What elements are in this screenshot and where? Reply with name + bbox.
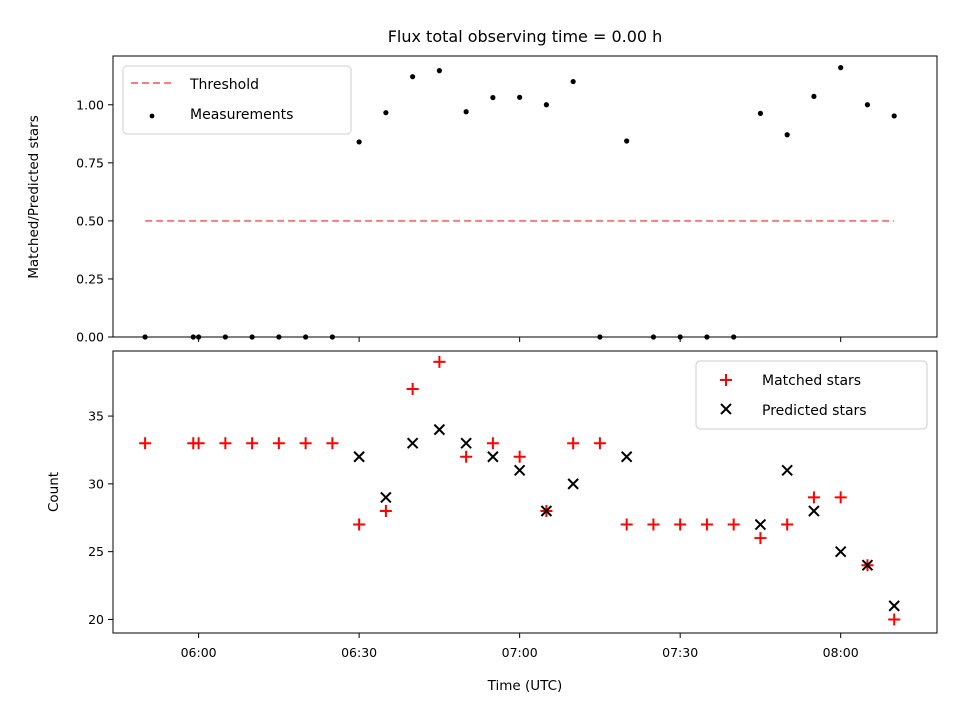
legend-predicted-label: Predicted stars: [762, 403, 867, 419]
bottom-legend: Matched stars Predicted stars: [695, 360, 928, 430]
predicted-star-point: [808, 505, 820, 517]
top-y-tick-label: 0.75: [76, 155, 104, 170]
measurement-point: [436, 68, 442, 74]
matched-star-point: [834, 491, 847, 504]
predicted-star-point: [353, 451, 365, 463]
top-y-axis-label: Matched/Predicted stars: [26, 115, 42, 278]
x-tick-label: 06:30: [341, 645, 377, 660]
measurement-point: [383, 110, 389, 116]
measurement-point: [410, 74, 416, 80]
x-tick-label: 07:00: [502, 645, 538, 660]
matched-star-point: [246, 437, 259, 450]
matched-star-point: [647, 518, 660, 531]
matched-star-point: [433, 355, 446, 368]
legend-threshold-label: Threshold: [189, 77, 259, 93]
legend-measurements-label: Measurements: [190, 107, 293, 123]
top-legend: Threshold Measurements: [122, 65, 352, 135]
matched-star-point: [192, 437, 205, 450]
predicted-star-point: [781, 464, 793, 477]
measurement-point: [463, 109, 469, 115]
measurement-point: [757, 110, 764, 116]
predicted-star-point: [861, 559, 874, 571]
measurement-point: [517, 94, 523, 100]
predicted-star-point: [406, 437, 419, 449]
predicted-star-point: [513, 464, 526, 477]
matched-star-point: [807, 491, 820, 504]
measurement-point: [838, 65, 844, 71]
top-axes-frame: [112, 55, 938, 338]
measurement-point: [490, 94, 496, 101]
matched-star-point: [406, 382, 419, 395]
flux-ratio-panel: Flux total observing time = 0.00 h 0.000…: [26, 27, 938, 345]
legend-measurement-marker: [149, 113, 155, 119]
bottom-legend-box: [695, 360, 928, 430]
bottom-y-tick-label: 35: [88, 409, 104, 424]
x-tick-label: 08:00: [823, 645, 859, 660]
legend-matched-marker: [720, 374, 732, 386]
matched-star-point: [460, 450, 473, 463]
predicted-star-point: [540, 505, 553, 517]
matched-star-point: [567, 437, 580, 450]
matched-star-point: [219, 437, 232, 450]
matched-star-point: [486, 437, 499, 450]
measurement-point: [864, 102, 871, 108]
matched-star-point: [272, 437, 285, 450]
matched-star-point: [299, 437, 312, 450]
predicted-star-point: [888, 600, 900, 612]
x-tick-label: 07:30: [662, 645, 698, 660]
bottom-y-tick-label: 20: [88, 612, 104, 627]
matched-star-point: [139, 437, 152, 450]
top-y-tick-label: 1.00: [76, 97, 104, 112]
x-tick-label: 06:00: [181, 645, 217, 660]
legend-predicted-marker: [720, 403, 732, 415]
legend-matched-label: Matched stars: [762, 373, 861, 389]
top-legend-box: [122, 65, 352, 135]
predicted-star-point: [754, 518, 767, 531]
matched-star-point: [754, 532, 767, 545]
measurement-point: [570, 78, 576, 85]
matched-star-point: [353, 518, 366, 531]
matched-star-point: [781, 518, 794, 531]
matched-star-point: [674, 518, 687, 531]
matched-star-point: [326, 437, 339, 450]
top-y-tick-label: 0.00: [76, 330, 104, 345]
predicted-star-point: [834, 545, 847, 558]
x-axis-label: Time (UTC): [487, 678, 563, 694]
matched-star-point: [513, 450, 526, 463]
matched-star-point: [888, 613, 901, 626]
bottom-y-tick-label: 30: [88, 476, 104, 491]
top-plot-area: 0.00 0.25 0.50 0.75 1.00: [76, 65, 897, 345]
chart-title: Flux total observing time = 0.00 h: [388, 27, 663, 46]
top-y-tick-label: 0.50: [76, 213, 104, 228]
bottom-axes-frame: [112, 350, 938, 634]
bottom-y-axis-label: Count: [46, 472, 62, 512]
predicted-star-point: [460, 437, 472, 449]
matched-star-point: [620, 518, 633, 531]
predicted-star-point: [380, 491, 392, 504]
measurement-point: [811, 93, 817, 100]
bottom-y-tick-label: 25: [88, 544, 104, 559]
predicted-star-point: [433, 423, 446, 436]
measurement-point: [891, 113, 897, 119]
predicted-star-point: [487, 451, 499, 463]
matched-star-point: [700, 518, 713, 531]
top-y-tick-label: 0.25: [76, 271, 104, 286]
matched-star-point: [593, 437, 606, 450]
measurement-point: [356, 139, 362, 145]
matched-star-point: [379, 504, 392, 517]
bottom-plot-area: 20 25 30 35 06:00 06:30 07:00 07:30 08:00: [88, 355, 901, 660]
predicted-star-point: [620, 451, 633, 463]
measurement-point: [784, 132, 790, 138]
predicted-star-point: [567, 478, 579, 490]
matched-star-point: [727, 518, 740, 531]
measurement-point: [624, 138, 630, 144]
measurement-point: [543, 102, 550, 108]
